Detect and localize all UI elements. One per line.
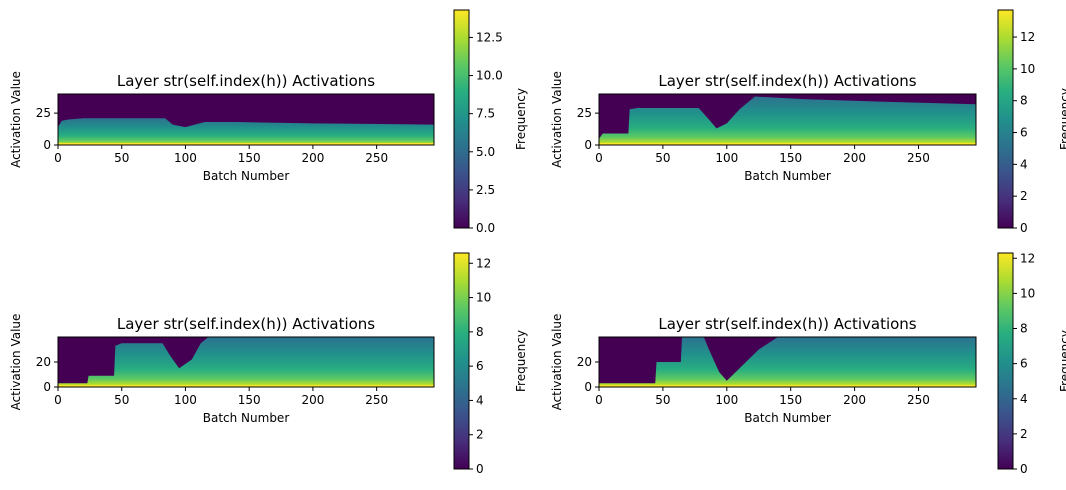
heatmap-activation-region [599, 96, 976, 145]
colorbar: 0 2 4 6 8 10 12 Frequency [997, 251, 1066, 476]
y-tick-label: 0 [584, 138, 592, 152]
colorbar-label: Frequency [514, 330, 528, 392]
colorbar-gradient [997, 252, 1014, 470]
colorbar-tick-label: 4 [476, 393, 484, 407]
colorbar-tick-label: 2 [1020, 189, 1028, 203]
x-tick-label: 250 [365, 151, 388, 165]
y-tick-label: 0 [43, 380, 51, 394]
x-tick-label: 0 [54, 393, 62, 407]
y-tick-label: 20 [36, 355, 51, 369]
heatmap-peak-band [58, 385, 434, 387]
heatmap-activation-region [58, 337, 434, 387]
colorbar: 0 2 4 6 8 10 12 Frequency [453, 252, 528, 476]
x-tick-label: 150 [779, 393, 802, 407]
colorbar-label: Frequency [514, 88, 528, 150]
y-tick-label: 25 [577, 106, 592, 120]
y-axis-label: Activation Value [9, 314, 23, 411]
colorbar-tick-label: 7.5 [476, 107, 495, 121]
colorbar-gradient [453, 252, 470, 470]
x-tick-label: 150 [238, 393, 261, 407]
colorbar-tick-label: 0.0 [476, 221, 495, 235]
y-tick-label: 0 [584, 380, 592, 394]
x-tick-label: 50 [114, 393, 129, 407]
colorbar-tick-label: 2 [1020, 427, 1028, 441]
x-tick-label: 0 [595, 151, 603, 165]
x-tick-label: 200 [843, 151, 866, 165]
colorbar-tick-label: 12 [1020, 30, 1035, 44]
x-tick-label: 50 [114, 151, 129, 165]
heatmap-peak-band [599, 143, 976, 145]
colorbar-tick-label: 12 [476, 256, 491, 270]
y-axis-label: Activation Value [550, 314, 564, 411]
x-axis-label: Batch Number [203, 169, 290, 183]
chart-title: Layer str(self.index(h)) Activations [117, 315, 375, 333]
subplot-1: 0 50 100 150 200 250 0 25 Layer str(self.index(h… [9, 9, 528, 235]
heatmap-activation-region [599, 337, 976, 387]
x-axis-label: Batch Number [744, 411, 831, 425]
colorbar-tick-label: 10.0 [476, 69, 503, 83]
x-tick-label: 100 [174, 151, 197, 165]
y-tick-label: 0 [43, 138, 51, 152]
colorbar-tick-label: 6 [1020, 357, 1028, 371]
colorbar-tick-label: 12 [1020, 251, 1035, 265]
x-axis-label: Batch Number [203, 411, 290, 425]
x-tick-label: 0 [595, 393, 603, 407]
colorbar-gradient [453, 9, 470, 229]
colorbar-tick-label: 2 [476, 428, 484, 442]
colorbar-tick-label: 12.5 [476, 30, 503, 44]
colorbar-tick-label: 10 [1020, 62, 1035, 76]
chart-title: Layer str(self.index(h)) Activations [658, 72, 916, 90]
heatmap-peak-band [58, 143, 434, 145]
colorbar: 0.0 2.5 5.0 7.5 10.0 12.5 Frequency [453, 9, 528, 235]
colorbar: 0 2 4 6 8 10 12 Frequency [997, 9, 1066, 235]
colorbar-tick-label: 0 [476, 462, 484, 476]
x-tick-label: 50 [655, 393, 670, 407]
colorbar-tick-label: 2.5 [476, 183, 495, 197]
x-tick-label: 200 [843, 393, 866, 407]
chart-title: Layer str(self.index(h)) Activations [658, 315, 916, 333]
x-tick-label: 150 [238, 151, 261, 165]
colorbar-tick-label: 10 [476, 291, 491, 305]
axes-frame [57, 93, 435, 146]
colorbar-tick-label: 10 [1020, 286, 1035, 300]
colorbar-tick-label: 6 [1020, 126, 1028, 140]
colorbar-tick-label: 0 [1020, 221, 1028, 235]
x-tick-label: 200 [301, 393, 324, 407]
x-tick-label: 0 [54, 151, 62, 165]
colorbar-label: Frequency [1058, 330, 1066, 392]
x-tick-label: 100 [715, 151, 738, 165]
colorbar-tick-label: 6 [476, 359, 484, 373]
y-axis-label: Activation Value [9, 71, 23, 168]
colorbar-tick-label: 8 [476, 325, 484, 339]
colorbar-label: Frequency [1058, 88, 1066, 150]
colorbar-gradient [997, 9, 1014, 229]
colorbar-tick-label: 0 [1020, 462, 1028, 476]
colorbar-tick-label: 4 [1020, 157, 1028, 171]
x-tick-label: 200 [301, 151, 324, 165]
colorbar-tick-label: 5.0 [476, 145, 495, 159]
y-tick-label: 20 [577, 355, 592, 369]
x-tick-label: 250 [365, 393, 388, 407]
y-tick-label: 25 [36, 106, 51, 120]
x-axis-label: Batch Number [744, 169, 831, 183]
x-tick-label: 100 [174, 393, 197, 407]
chart-title: Layer str(self.index(h)) Activations [117, 72, 375, 90]
colorbar-tick-label: 8 [1020, 94, 1028, 108]
x-tick-label: 100 [715, 393, 738, 407]
heatmap-activation-region [58, 118, 434, 145]
colorbar-tick-label: 4 [1020, 392, 1028, 406]
colorbar-tick-label: 8 [1020, 322, 1028, 336]
x-tick-label: 250 [907, 151, 930, 165]
x-tick-label: 50 [655, 151, 670, 165]
x-tick-label: 150 [779, 151, 802, 165]
heatmap-peak-band [599, 385, 976, 387]
axes-frame [598, 93, 977, 146]
y-axis-label: Activation Value [550, 71, 564, 168]
x-tick-label: 250 [907, 393, 930, 407]
